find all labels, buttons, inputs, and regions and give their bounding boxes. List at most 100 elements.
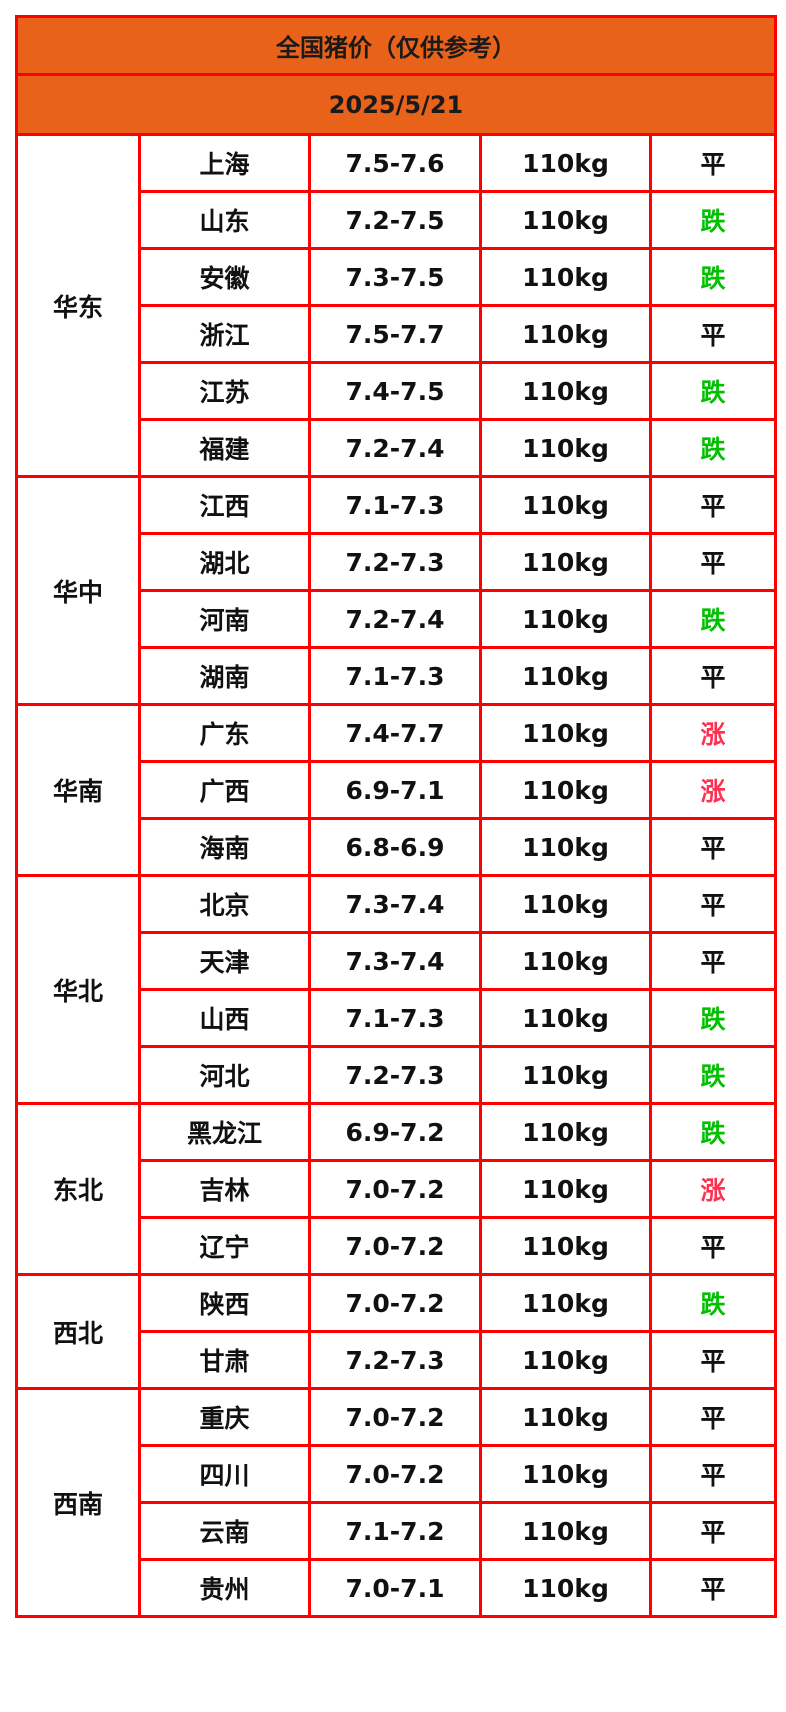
weight-cell: 110kg: [479, 304, 652, 364]
province-cell: 海南: [138, 817, 311, 877]
region-cell: 东北: [15, 1102, 141, 1276]
trend-cell: 平: [648, 532, 778, 592]
trend-cell: 跌: [648, 589, 778, 649]
province-cell: 湖北: [138, 532, 311, 592]
table-row: 山东 7.2-7.5 110kg 跌: [17, 190, 778, 250]
trend-cell: 平: [648, 874, 778, 934]
trend-cell: 平: [648, 1501, 778, 1561]
table-title: 全国猪价（仅供参考）: [14, 15, 778, 76]
price-cell: 6.8-6.9: [308, 817, 482, 877]
province-cell: 山西: [138, 988, 311, 1048]
price-cell: 7.0-7.2: [308, 1159, 482, 1219]
weight-cell: 110kg: [479, 190, 652, 250]
weight-cell: 110kg: [479, 247, 652, 307]
weight-cell: 110kg: [479, 475, 652, 535]
table-row: 广西 6.9-7.1 110kg 涨: [17, 760, 778, 820]
table-row: 甘肃 7.2-7.3 110kg 平: [17, 1330, 778, 1390]
trend-cell: 平: [648, 646, 778, 706]
price-cell: 7.0-7.1: [308, 1558, 482, 1618]
province-cell: 重庆: [138, 1387, 311, 1447]
weight-cell: 110kg: [479, 361, 652, 421]
province-cell: 河北: [138, 1045, 311, 1105]
weight-cell: 110kg: [479, 817, 652, 877]
price-cell: 7.3-7.4: [308, 874, 482, 934]
weight-cell: 110kg: [479, 1558, 652, 1618]
table-row: 西北 陕西 7.0-7.2 110kg 跌: [15, 1273, 778, 1390]
weight-cell: 110kg: [479, 1387, 652, 1447]
region-cell: 华北: [15, 874, 141, 1105]
trend-cell: 平: [648, 1216, 778, 1276]
weight-cell: 110kg: [479, 1444, 652, 1504]
province-cell: 云南: [138, 1501, 311, 1561]
trend-cell: 平: [648, 1558, 778, 1618]
province-cell: 江苏: [138, 361, 311, 421]
price-cell: 7.4-7.7: [308, 703, 482, 763]
province-cell: 浙江: [138, 304, 311, 364]
table-row: 华南 广东 7.4-7.7 110kg 涨: [15, 703, 778, 877]
price-cell: 6.9-7.2: [308, 1102, 482, 1162]
price-cell: 7.3-7.5: [308, 247, 482, 307]
price-cell: 7.2-7.3: [308, 532, 482, 592]
weight-cell: 110kg: [479, 1501, 652, 1561]
price-cell: 7.1-7.3: [308, 646, 482, 706]
price-cell: 7.1-7.2: [308, 1501, 482, 1561]
table-row: 天津 7.3-7.4 110kg 平: [17, 931, 778, 991]
table-row: 江苏 7.4-7.5 110kg 跌: [17, 361, 778, 421]
table-row: 河南 7.2-7.4 110kg 跌: [17, 589, 778, 649]
region-cell: 华南: [15, 703, 141, 877]
table-row: 华中 江西 7.1-7.3 110kg 平: [15, 475, 778, 706]
price-cell: 7.5-7.7: [308, 304, 482, 364]
trend-cell: 平: [648, 817, 778, 877]
trend-cell: 平: [648, 1330, 778, 1390]
province-cell: 贵州: [138, 1558, 311, 1618]
province-cell: 上海: [138, 133, 311, 193]
price-cell: 7.2-7.5: [308, 190, 482, 250]
province-cell: 四川: [138, 1444, 311, 1504]
price-cell: 7.1-7.3: [308, 988, 482, 1048]
trend-cell: 涨: [648, 1159, 778, 1219]
weight-cell: 110kg: [479, 1216, 652, 1276]
trend-cell: 平: [648, 1444, 778, 1504]
province-cell: 北京: [138, 874, 311, 934]
weight-cell: 110kg: [479, 1045, 652, 1105]
province-cell: 黑龙江: [138, 1102, 311, 1162]
price-cell: 7.5-7.6: [308, 133, 482, 193]
price-cell: 7.2-7.3: [308, 1330, 482, 1390]
trend-cell: 跌: [648, 988, 778, 1048]
table-row: 吉林 7.0-7.2 110kg 涨: [17, 1159, 778, 1219]
trend-cell: 平: [648, 931, 778, 991]
table-row: 河北 7.2-7.3 110kg 跌: [17, 1045, 778, 1105]
table-row: 湖北 7.2-7.3 110kg 平: [17, 532, 778, 592]
province-cell: 甘肃: [138, 1330, 311, 1390]
price-cell: 7.0-7.2: [308, 1387, 482, 1447]
table-row: 西南 重庆 7.0-7.2 110kg 平: [15, 1387, 778, 1618]
trend-cell: 跌: [648, 361, 778, 421]
weight-cell: 110kg: [479, 988, 652, 1048]
trend-cell: 平: [648, 475, 778, 535]
trend-cell: 跌: [648, 1102, 778, 1162]
table-row: 云南 7.1-7.2 110kg 平: [17, 1501, 778, 1561]
weight-cell: 110kg: [479, 1330, 652, 1390]
trend-cell: 平: [648, 304, 778, 364]
pig-price-table: 全国猪价（仅供参考） 2025/5/21 华东 上海 7.5-7.6 110kg 平山东…: [14, 15, 778, 1618]
trend-cell: 涨: [648, 703, 778, 763]
price-cell: 7.0-7.2: [308, 1216, 482, 1276]
trend-cell: 涨: [648, 760, 778, 820]
weight-cell: 110kg: [479, 418, 652, 478]
table-row: 贵州 7.0-7.1 110kg 平: [17, 1558, 778, 1618]
table-row: 浙江 7.5-7.7 110kg 平: [17, 304, 778, 364]
region-cell: 西北: [15, 1273, 141, 1390]
price-cell: 6.9-7.1: [308, 760, 482, 820]
table-row: 海南 6.8-6.9 110kg 平: [17, 817, 778, 877]
price-cell: 7.0-7.2: [308, 1444, 482, 1504]
price-cell: 7.4-7.5: [308, 361, 482, 421]
weight-cell: 110kg: [479, 589, 652, 649]
price-cell: 7.3-7.4: [308, 931, 482, 991]
table-row: 福建 7.2-7.4 110kg 跌: [17, 418, 778, 478]
table-row: 安徽 7.3-7.5 110kg 跌: [17, 247, 778, 307]
weight-cell: 110kg: [479, 532, 652, 592]
province-cell: 湖南: [138, 646, 311, 706]
weight-cell: 110kg: [479, 646, 652, 706]
trend-cell: 跌: [648, 247, 778, 307]
province-cell: 吉林: [138, 1159, 311, 1219]
